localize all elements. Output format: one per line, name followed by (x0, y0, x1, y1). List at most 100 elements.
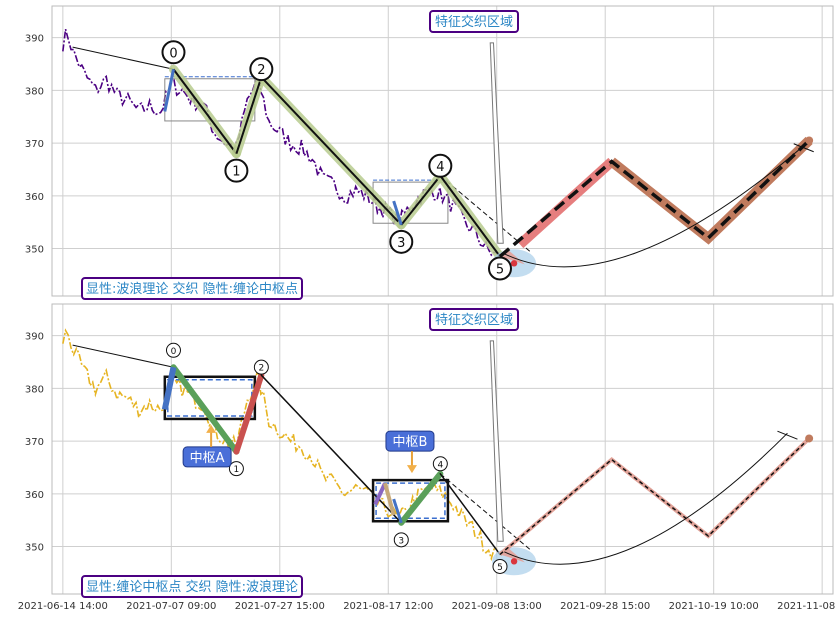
bot-annotation-label-1: 中枢B (392, 435, 427, 450)
top-wave-label-circle-3 (389, 229, 414, 254)
top-wave-label-3: 3 (397, 236, 405, 251)
bot-annotation-box-1 (385, 430, 435, 452)
x-tick-label-7: 2021-11-08 12:00 (777, 601, 839, 612)
top-trend-line-a (72, 46, 174, 70)
bot-wave-label-3: 3 (398, 536, 404, 546)
bot-wave-label-1: 1 (234, 465, 240, 475)
top-trend-line-c (440, 175, 531, 252)
bot-wave-label-4: 4 (437, 460, 443, 470)
x-tick-label-4: 2021-09-08 13:00 (452, 601, 542, 612)
top-wave-label-circle-5 (487, 256, 512, 281)
top-plot-content: 0 1 2 3 4 5 (62, 29, 814, 281)
x-tick-label-6: 2021-10-19 10:00 (669, 601, 759, 612)
bot-wave-segment-4 (439, 473, 501, 556)
top-wave-label-1: 1 (232, 165, 240, 180)
bottom-legend-box: 显性:缠论中枢点 交织 隐性:波浪理论 (81, 575, 303, 598)
top-projection-end (805, 136, 814, 145)
bot-wave-label-circle-2 (253, 359, 269, 375)
bot-ytick-label-360: 360 (25, 490, 44, 501)
x-tick-label-5: 2021-09-28 15:00 (560, 601, 650, 612)
top-legend-label: 显性:波浪理论 交织 隐性:缠论中枢点 (86, 281, 298, 297)
bot-ytick-label-370: 370 (25, 437, 44, 448)
top-ytick-label-350: 350 (25, 245, 44, 256)
top-y-ticks: 350 360 370 380 390 (25, 34, 44, 256)
bot-forecast-arc-cap (777, 430, 798, 440)
top-chart-panel: 350 360 370 380 390 0 1 2 3 4 5 特征交织区域 显性:波浪理论 交织… (25, 5, 834, 300)
top-target-point (510, 260, 518, 267)
top-forecast-arc-cap (793, 143, 814, 153)
top-wave-label-0: 0 (169, 46, 177, 61)
top-legend-box: 显性:波浪理论 交织 隐性:缠论中枢点 (81, 277, 303, 300)
bot-pivot-box-1 (371, 478, 450, 523)
bot-annotation-box-0 (182, 446, 232, 468)
top-title-box: 特征交织区域 (429, 10, 519, 33)
bottom-plot-frame (51, 303, 834, 595)
bot-projection-line (499, 437, 810, 556)
bottom-y-ticks: 350 360 370 380 390 (25, 332, 44, 554)
bot-ytick-label-350: 350 (25, 543, 44, 554)
bot-sub-segment-0 (161, 366, 177, 411)
top-sub-segment-0 (163, 68, 175, 112)
top-projection-band-0 (516, 157, 616, 249)
bot-wave-label-2: 2 (258, 364, 264, 374)
top-pivot-box-1 (372, 181, 449, 224)
bot-wave-label-circle-0 (165, 342, 181, 358)
top-wave-label-4: 4 (436, 160, 444, 175)
bot-ytick-label-390: 390 (25, 332, 44, 343)
top-wave-segment-3 (400, 175, 442, 226)
top-marker-bar (489, 42, 504, 244)
top-gridlines (52, 6, 833, 296)
bottom-plot-area (52, 304, 833, 594)
top-wave-label-5: 5 (496, 262, 504, 277)
bot-sub-segment-3 (383, 482, 396, 516)
top-forecast-arc (504, 145, 805, 268)
top-plot-frame (51, 5, 834, 297)
bot-target-point (510, 558, 518, 565)
top-wave-label-circle-1 (224, 158, 249, 183)
bot-wave-label-5: 5 (497, 563, 503, 573)
bot-ytick-label-380: 380 (25, 384, 44, 395)
bot-wave-label-0: 0 (171, 347, 177, 357)
bot-sub-segment-1 (392, 498, 403, 524)
bottom-legend-label: 显性:缠论中枢点 交织 隐性:波浪理论 (86, 579, 298, 595)
bot-sub-segment-2 (373, 482, 387, 506)
bot-trend-line-c (440, 473, 531, 550)
top-wave-segment-0 (172, 68, 238, 155)
x-tick-label-1: 2021-07-07 09:00 (126, 601, 216, 612)
x-tick-labels: 2021-06-14 14:00 2021-07-07 09:00 2021-07-… (18, 601, 839, 612)
bottom-title-label: 特征交织区域 (435, 312, 513, 328)
bot-pivot-inner-1 (375, 482, 446, 519)
bot-wave-segment-3 (398, 470, 444, 526)
bottom-title-box: 特征交织区域 (429, 308, 519, 331)
bot-projection-end (805, 434, 814, 443)
top-title-label: 特征交织区域 (435, 14, 513, 30)
bottom-chart-panel: 350 360 370 380 390 0 1 2 3 4 5 中枢A 中枢B 特征交织区域 显性:缠… (25, 303, 834, 598)
top-wave-segment-4 (439, 175, 501, 258)
bot-annotation-arrowhead-0 (206, 424, 217, 433)
top-wave-label-circle-4 (428, 153, 453, 178)
bot-wave-label-circle-3 (393, 532, 409, 548)
top-ytick-label-370: 370 (25, 139, 44, 150)
top-wave-label-2: 2 (257, 63, 265, 78)
bot-wave-label-circle-1 (228, 461, 244, 477)
bot-wave-segment-1 (233, 372, 265, 455)
top-ytick-label-380: 380 (25, 86, 44, 97)
bot-trend-line-a (72, 344, 174, 368)
bot-marker-bar (489, 340, 504, 542)
top-sub-segment-1 (392, 200, 403, 226)
top-projection-line (498, 139, 811, 258)
bot-annotation-label-0: 中枢A (190, 451, 225, 466)
top-ytick-label-390: 390 (25, 34, 44, 45)
top-wave-label-circle-2 (249, 57, 274, 82)
bot-forecast-arc (504, 432, 788, 565)
bot-wave-label-circle-5 (492, 558, 508, 574)
x-tick-label-2: 2021-07-27 15:00 (235, 601, 325, 612)
x-tick-label-3: 2021-08-17 12:00 (343, 601, 433, 612)
top-wave-segment-1 (235, 76, 263, 154)
bot-wave-label-circle-4 (432, 456, 448, 472)
bot-wave-segment-0 (170, 364, 240, 455)
bot-annotation-arrowhead-1 (406, 465, 417, 474)
top-wave-label-circle-0 (161, 40, 186, 65)
bottom-plot-content: 0 1 2 3 4 5 中枢A 中枢B (62, 328, 814, 576)
